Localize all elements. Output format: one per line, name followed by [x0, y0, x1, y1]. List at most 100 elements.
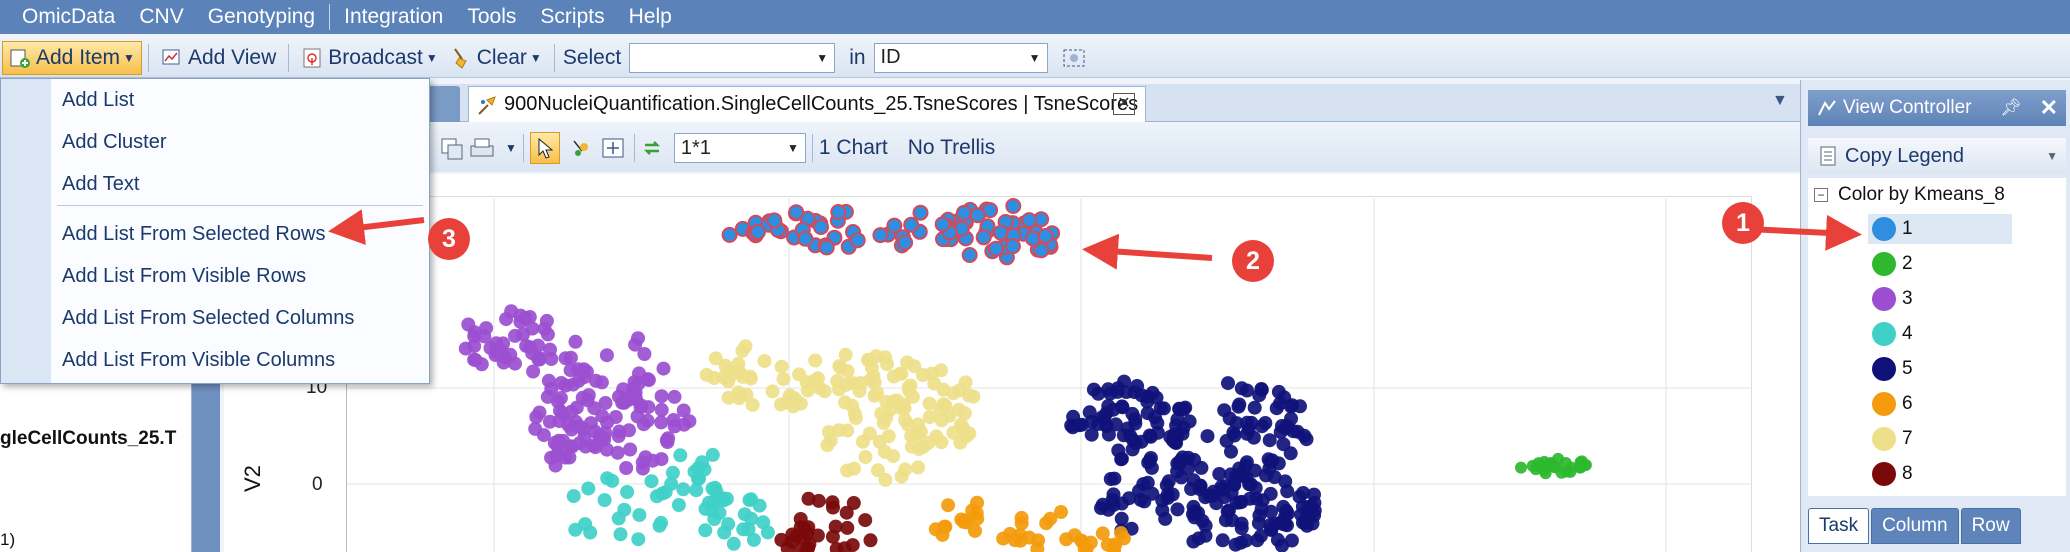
menu-item-add-list-from-visible-columns[interactable]: Add List From Visible Columns [62, 349, 336, 371]
tab-tsnescores[interactable]: 900NucleiQuantification.SingleCellCounts… [468, 86, 1146, 122]
clear-button[interactable]: Clear ▼ [444, 41, 548, 75]
add-view-icon [161, 47, 183, 69]
legend-swatch [1872, 217, 1896, 241]
menu-separator [329, 4, 331, 30]
legend-item-5[interactable]: 5 [1868, 354, 2012, 384]
tree-node-label[interactable]: gleCellCounts_25.T [0, 428, 177, 449]
in-label: in [849, 45, 866, 69]
chevron-down-icon: ▼ [787, 141, 799, 155]
legend-item-label: 3 [1902, 288, 1913, 309]
add-item-icon [9, 47, 31, 69]
menu-item-add-text[interactable]: Add Text [62, 173, 140, 195]
tab-title: 900NucleiQuantification.SingleCellCounts… [504, 93, 1139, 115]
refresh-icon[interactable] [641, 137, 663, 159]
chevron-down-icon: ▼ [1028, 50, 1041, 65]
legend-item-7[interactable]: 7 [1868, 424, 2012, 454]
toolbar-separator [553, 43, 555, 72]
legend-item-label: 7 [1902, 428, 1913, 449]
copy-icon [1818, 145, 1840, 167]
legend-item-1[interactable]: 1 [1868, 214, 2012, 244]
menu-help[interactable]: Help [628, 5, 672, 28]
legend-item-3[interactable]: 3 [1868, 284, 2012, 314]
menu-genotyping[interactable]: Genotyping [207, 5, 316, 28]
tab-column[interactable]: Column [1871, 508, 1959, 544]
chevron-down-icon: ▼ [123, 50, 135, 65]
menu-item-add-list-from-selected-rows[interactable]: Add List From Selected Rows [62, 223, 326, 245]
toolbar-separator [811, 134, 813, 162]
chevron-down-icon: ▼ [816, 50, 829, 65]
menu-omicdata[interactable]: OmicData [22, 5, 116, 28]
legend-item-label: 1 [1902, 218, 1913, 239]
menu-bar: OmicData CNV Genotyping Integration Tool… [0, 0, 2070, 34]
chevron-down-icon: ▼ [2046, 149, 2058, 163]
legend-item-label: 5 [1902, 358, 1913, 379]
pin-icon[interactable]: 📌︎ [1999, 98, 2022, 117]
trellis-label[interactable]: No Trellis [907, 136, 996, 159]
menu-integration[interactable]: Integration [344, 5, 444, 28]
toolbar-separator [522, 134, 524, 162]
legend-swatch [1872, 252, 1896, 276]
toolbar-separator [147, 43, 149, 72]
legend-item-6[interactable]: 6 [1868, 389, 2012, 419]
legend-item-label: 8 [1902, 463, 1913, 484]
toolbar-separator [633, 134, 635, 162]
clear-label: Clear [476, 45, 527, 69]
chevron-down-icon: ▼ [425, 50, 438, 65]
legend-item-label: 6 [1902, 393, 1913, 414]
broadcast-button[interactable]: Broadcast ▼ [295, 41, 443, 75]
legend-item-label: 2 [1902, 253, 1913, 274]
print-icon[interactable] [467, 137, 497, 159]
legend-item-4[interactable]: 4 [1868, 319, 2012, 349]
legend-swatch [1872, 392, 1896, 416]
add-item-button[interactable]: Add Item ▼ [2, 40, 142, 75]
callout-badge-1: 1 [1722, 202, 1764, 244]
close-icon[interactable]: ✕ [1113, 93, 1135, 115]
panel-tabs: Task Column Row [1808, 508, 2023, 544]
menu-gutter [1, 79, 51, 383]
copy-legend-button[interactable]: Copy Legend ▼ [1808, 138, 2066, 174]
menu-separator [57, 205, 423, 206]
fit-to-window-icon[interactable] [601, 137, 624, 159]
legend-item-8[interactable]: 8 [1868, 459, 2012, 489]
select-region-icon[interactable] [1062, 47, 1085, 69]
in-combobox[interactable]: ID ▼ [873, 42, 1048, 73]
tab-list-dropdown-icon[interactable]: ▼ [1772, 92, 1788, 109]
menu-cnv[interactable]: CNV [139, 5, 184, 28]
legend-group[interactable]: − Color by Kmeans_8 [1814, 184, 2005, 206]
menu-tools[interactable]: Tools [467, 5, 517, 28]
copy-chart-icon[interactable] [440, 137, 463, 160]
menu-item-add-list[interactable]: Add List [62, 89, 135, 111]
broom-icon [450, 47, 472, 69]
add-view-button[interactable]: Add View [155, 41, 282, 75]
legend-title: Color by Kmeans_8 [1838, 184, 2005, 205]
menu-scripts[interactable]: Scripts [540, 5, 605, 28]
view-controller-header: View Controller 📌︎ ✕ [1808, 90, 2066, 126]
legend-swatch [1872, 427, 1896, 451]
legend-swatch [1872, 322, 1896, 346]
zoom-tool-icon[interactable] [570, 137, 592, 159]
pointer-tool-button[interactable] [529, 132, 560, 164]
close-icon[interactable]: ✕ [2039, 95, 2058, 120]
legend-swatch [1872, 462, 1896, 486]
scatter-plot-icon [477, 94, 499, 116]
layout-combobox[interactable]: 1*1 ▼ [673, 133, 806, 163]
collapse-icon[interactable]: − [1814, 188, 1828, 202]
in-value: ID [880, 46, 901, 68]
main-toolbar: Add Item ▼ Add View Broadcast ▼ Clear ▼ … [0, 38, 2070, 78]
chevron-down-icon[interactable]: ▼ [505, 141, 517, 155]
legend-swatch [1872, 287, 1896, 311]
layout-value: 1*1 [680, 136, 711, 159]
view-controller-icon [1816, 97, 1838, 119]
view-controller-title: View Controller [1843, 97, 1972, 118]
menu-item-add-cluster[interactable]: Add Cluster [62, 131, 167, 153]
copy-legend-label: Copy Legend [1845, 144, 1964, 167]
chart-toolbar: ▼ 1*1 ▼ 1 Chart No Trellis [220, 124, 1800, 172]
tab-row[interactable]: Row [1960, 508, 2021, 544]
menu-item-add-list-from-selected-columns[interactable]: Add List From Selected Columns [62, 307, 355, 329]
add-item-menu: Add List Add Cluster Add Text Add List F… [0, 78, 430, 384]
add-item-label: Add Item [36, 45, 121, 69]
legend-item-2[interactable]: 2 [1868, 249, 2012, 279]
select-combobox[interactable]: ▼ [629, 42, 836, 73]
tab-task[interactable]: Task [1808, 508, 1870, 544]
menu-item-add-list-from-visible-rows[interactable]: Add List From Visible Rows [62, 265, 307, 287]
